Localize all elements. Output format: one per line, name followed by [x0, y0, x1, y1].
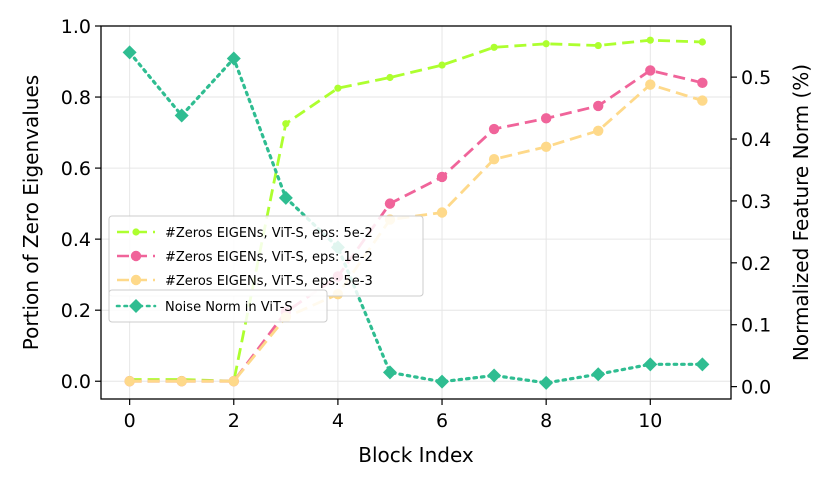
y2-tick-label: 0.1: [741, 315, 771, 337]
series-2-point: [488, 123, 500, 135]
y2-tick-label: 0.4: [741, 129, 771, 151]
series-2-point: [436, 171, 448, 183]
y-axis-title: Portion of Zero Eigenvalues: [19, 75, 43, 350]
series-4-point: [487, 368, 502, 383]
grid: [101, 25, 731, 399]
series-4-point: [122, 45, 137, 60]
y-tick-label: 0.0: [61, 371, 91, 393]
legend-swatch-marker: [130, 250, 142, 262]
series-3-point: [645, 79, 656, 90]
series-4-point: [435, 374, 450, 389]
legend-label: Noise Norm in ViT-S: [165, 300, 293, 315]
series-1-line: [129, 38, 703, 383]
series-2-point: [645, 65, 656, 76]
series-3-point: [540, 141, 552, 152]
y-tick-label: 0.2: [61, 300, 91, 322]
y2-tick-label: 0.2: [741, 253, 771, 275]
series-3-point: [697, 95, 708, 106]
x-tick-label: 2: [228, 410, 240, 432]
y-tick-label: 0.8: [61, 87, 91, 109]
series-layer: [122, 36, 710, 390]
legend-swatch-marker: [129, 299, 143, 313]
y-tick-label: 0.4: [61, 229, 91, 251]
series-4-point: [643, 357, 658, 372]
series-4-point: [382, 365, 397, 380]
series-1-point: [542, 40, 550, 48]
series-2-point: [697, 77, 708, 89]
x-tick-label: 10: [638, 410, 662, 432]
series-1-point: [282, 120, 290, 128]
ticks: 0 2 4 6 8 10 0.0 0.2 0.4 0.6 0.8 1.0 0.0 0.1 0.2 0.3 0.4…: [61, 16, 771, 432]
legend: #Zeros EIGENs, ViT-S, eps: 5e-2 #Zeros EI…: [108, 215, 424, 323]
series-4-point: [226, 51, 241, 66]
legend-right: Noise Norm in ViT-S: [108, 289, 328, 323]
series-1-point: [490, 43, 498, 51]
series-2-point: [384, 198, 396, 209]
y2-axis-title: Normalized Feature Norm (%): [789, 64, 813, 361]
plot-frame: [100, 25, 732, 400]
legend-entry: #Zeros EIGENs, ViT-S, eps: 1e-2: [117, 250, 373, 265]
series-3-point: [228, 376, 239, 387]
legend-left: #Zeros EIGENs, ViT-S, eps: 5e-2 #Zeros EI…: [108, 215, 424, 297]
x-tick-label: 6: [436, 410, 448, 432]
series-3-point: [124, 376, 135, 387]
series-1-point: [386, 73, 394, 82]
series-4-point: [695, 357, 710, 372]
legend-entry: Noise Norm in ViT-S: [115, 299, 293, 315]
series-1-point: [438, 61, 446, 69]
y2-tick-label: 0.3: [741, 191, 771, 213]
series-2-point: [593, 100, 604, 112]
legend-entry: #Zeros EIGENs, ViT-S, eps: 5e-3: [117, 274, 373, 289]
series-1: [126, 36, 706, 385]
y-tick-label: 1.0: [61, 16, 91, 38]
series-4-line: [128, 50, 705, 385]
y2-tick-label: 0.0: [741, 377, 771, 399]
legend-swatch-marker: [130, 274, 142, 286]
legend-entry: #Zeros EIGENs, ViT-S, eps: 5e-2: [117, 226, 373, 241]
series-3-point: [488, 154, 500, 165]
x-tick-label: 8: [540, 410, 552, 432]
x-tick-label: 4: [332, 410, 344, 432]
legend-swatch-marker: [132, 228, 140, 236]
y-tick-label: 0.6: [61, 158, 91, 180]
series-1-point: [594, 41, 602, 50]
series-2-point: [540, 113, 552, 124]
series-3-point: [436, 207, 448, 218]
x-axis-title: Block Index: [358, 443, 474, 467]
series-3-point: [593, 125, 604, 136]
series-1-point: [334, 84, 342, 92]
y2-tick-label: 0.5: [741, 67, 771, 89]
legend-label: #Zeros EIGENs, ViT-S, eps: 5e-3: [165, 274, 373, 289]
series-4: [122, 45, 710, 390]
series-1-point: [646, 36, 654, 44]
series-4-point: [539, 375, 554, 390]
series-4-point: [174, 108, 189, 123]
legend-label: #Zeros EIGENs, ViT-S, eps: 1e-2: [165, 250, 373, 265]
series-1-point: [698, 38, 706, 46]
series-4-point: [591, 367, 606, 382]
legend-label: #Zeros EIGENs, ViT-S, eps: 5e-2: [165, 226, 373, 241]
legend-right-box: [108, 289, 328, 323]
series-3-point: [176, 376, 187, 387]
series-4-point: [278, 190, 293, 205]
x-tick-label: 0: [124, 410, 136, 432]
